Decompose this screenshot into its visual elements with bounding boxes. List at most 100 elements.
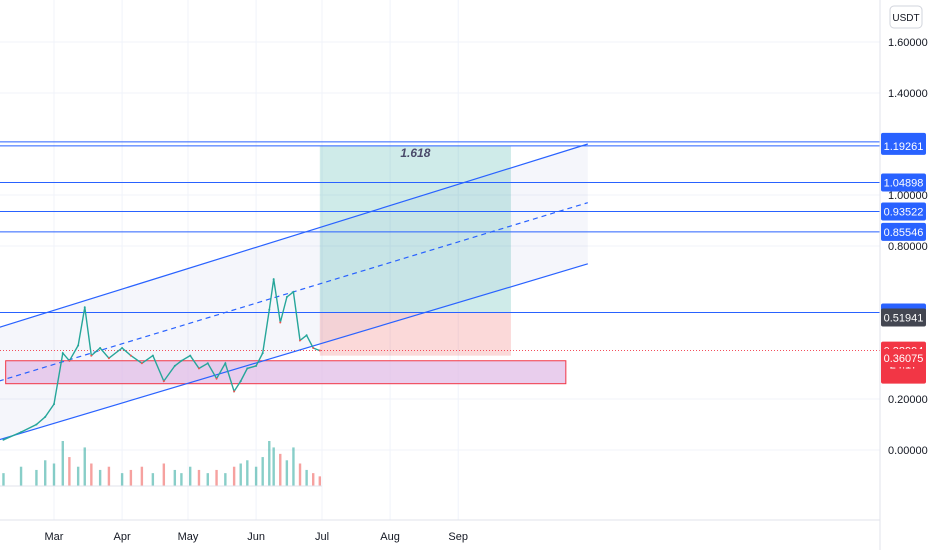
x-tick-label: Jun: [247, 531, 265, 543]
volume-bar: [224, 473, 227, 486]
support-zone-rect[interactable]: [5, 360, 567, 385]
volume-bar: [292, 447, 295, 486]
volume-bar: [180, 473, 183, 486]
level-price-tag-bg: [881, 173, 926, 192]
currency-button-label: USDT: [892, 13, 919, 24]
price-point: [90, 354, 93, 357]
volume-bar: [83, 447, 86, 486]
price-point: [44, 415, 47, 418]
volume-bar: [206, 473, 209, 486]
level-price-tag-bg: [881, 202, 926, 221]
volume-bar: [162, 463, 166, 486]
price-point: [20, 431, 23, 434]
price-point: [151, 354, 154, 357]
volume-bar: [107, 466, 111, 486]
volume-bar: [246, 460, 249, 486]
price-point: [77, 344, 80, 347]
price-point: [129, 354, 132, 357]
price-point: [318, 349, 321, 352]
price-point: [35, 423, 38, 426]
volume-bar: [279, 453, 282, 486]
price-point: [272, 278, 275, 281]
volume-bar: [19, 466, 23, 486]
volume-bar: [140, 466, 144, 486]
x-tick-label: Apr: [114, 531, 131, 543]
volume-bar: [76, 466, 80, 486]
y-tick-label: 0.80000: [888, 241, 928, 253]
price-point: [285, 296, 288, 298]
y-tick-label: 1.60000: [888, 37, 928, 49]
price-point: [53, 403, 55, 406]
volume-bar: [52, 463, 56, 486]
price-point: [246, 367, 249, 370]
price-point: [180, 359, 183, 362]
price-point: [107, 357, 110, 360]
level-price-tag: 1.04898: [884, 178, 924, 190]
currency-button[interactable]: USDT: [889, 5, 923, 29]
x-tick-label: Mar: [45, 531, 64, 543]
horizontal-levels[interactable]: [0, 141, 880, 351]
channel-lower-line[interactable]: [0, 263, 588, 443]
price-point: [99, 347, 102, 349]
volume-bar: [312, 473, 315, 486]
profit-zone[interactable]: [319, 145, 511, 313]
x-tick-label: Jul: [315, 531, 329, 543]
volume-bar: [197, 469, 201, 486]
volume-bar: [298, 463, 302, 486]
volume-bar: [285, 460, 289, 486]
volume-bar: [44, 460, 47, 486]
price-point: [292, 290, 295, 293]
grid-lines: [0, 0, 880, 520]
price-line: [3, 278, 321, 441]
price-point: [239, 380, 242, 383]
price-point: [2, 438, 5, 441]
volume-bar: [239, 463, 242, 486]
level-price-tag: 0.93522: [884, 207, 924, 219]
entry-price-tag-bg: [881, 308, 926, 327]
volume-bars: [0, 441, 322, 487]
stop-price-tag-bg: [881, 349, 926, 368]
volume-bar: [268, 441, 271, 486]
currency-button-frame[interactable]: [889, 5, 923, 29]
volume-bar: [272, 447, 275, 486]
volume-bar: [173, 469, 177, 486]
trend-channel[interactable]: [0, 143, 588, 443]
price-point: [299, 339, 302, 342]
volume-bar: [232, 466, 236, 486]
volume-bar: [318, 476, 322, 486]
entry-price-tag: 0.51941: [884, 313, 924, 325]
volume-bar: [2, 473, 5, 486]
volume-bar: [98, 469, 102, 486]
channel-upper-line[interactable]: [0, 143, 588, 330]
volume-bar: [151, 473, 155, 486]
y-tick-label: 0.00000: [888, 445, 928, 457]
price-point: [121, 347, 124, 349]
price-point: [140, 362, 143, 365]
level-price-tag-bg: [881, 222, 926, 241]
volume-bar: [215, 469, 218, 486]
volume-bar: [188, 466, 192, 486]
price-point: [206, 362, 209, 365]
volume-bar: [90, 463, 93, 486]
level-price-tag: 1.19261: [884, 141, 924, 153]
volume-bar: [305, 469, 308, 486]
price-point: [189, 354, 192, 357]
level-price-tag: 0.85546: [884, 227, 924, 239]
level-price-tag-bg: [881, 136, 926, 155]
volume-bar: [35, 469, 38, 486]
price-point: [224, 362, 227, 365]
price-point: [215, 377, 218, 380]
support-zone[interactable]: [5, 360, 567, 385]
loss-zone[interactable]: [319, 312, 511, 356]
y-tick-label: 0.20000: [888, 394, 928, 406]
price-point: [261, 352, 264, 355]
price-point: [61, 352, 64, 355]
x-tick-label: Aug: [380, 531, 400, 543]
price-point: [68, 359, 71, 362]
price-point: [197, 367, 200, 370]
price-scale-labels: 1.208451.192611.048980.935220.855460.539…: [881, 132, 926, 384]
price-point: [268, 308, 271, 311]
y-tick-label: 1.40000: [888, 88, 928, 100]
